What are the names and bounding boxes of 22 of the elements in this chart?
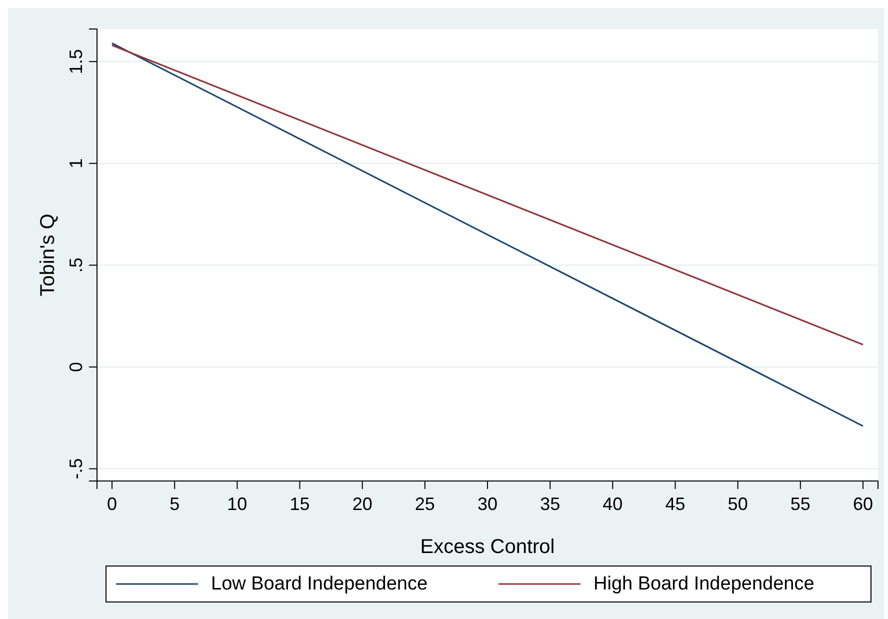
x-tick-label: 40 bbox=[602, 494, 623, 514]
x-tick-label: 55 bbox=[790, 494, 810, 514]
x-tick-label: 45 bbox=[665, 494, 686, 514]
legend-label: Low Board Independence bbox=[211, 574, 428, 594]
y-tick-label: 0 bbox=[66, 362, 86, 372]
x-tick-label: 25 bbox=[414, 494, 435, 514]
x-tick-label: 30 bbox=[477, 494, 498, 514]
y-axis-title: Tobin's Q bbox=[37, 214, 59, 296]
x-tick-label: 15 bbox=[290, 494, 310, 514]
x-tick-label: 35 bbox=[540, 494, 560, 514]
legend-label: High Board Independence bbox=[594, 574, 814, 594]
x-tick-label: 20 bbox=[352, 494, 372, 514]
x-axis-title: Excess Control bbox=[420, 536, 555, 558]
x-tick-label: 5 bbox=[170, 494, 180, 514]
x-tick-label: 10 bbox=[227, 494, 248, 514]
x-tick-label: 60 bbox=[852, 494, 873, 514]
y-tick-label: .5 bbox=[66, 258, 86, 273]
x-tick-label: 0 bbox=[107, 494, 118, 514]
y-tick-label: 1 bbox=[66, 158, 86, 168]
y-tick-label: -.5 bbox=[66, 458, 86, 480]
y-tick-label: 1.5 bbox=[66, 49, 86, 74]
x-tick-label: 50 bbox=[728, 494, 748, 514]
